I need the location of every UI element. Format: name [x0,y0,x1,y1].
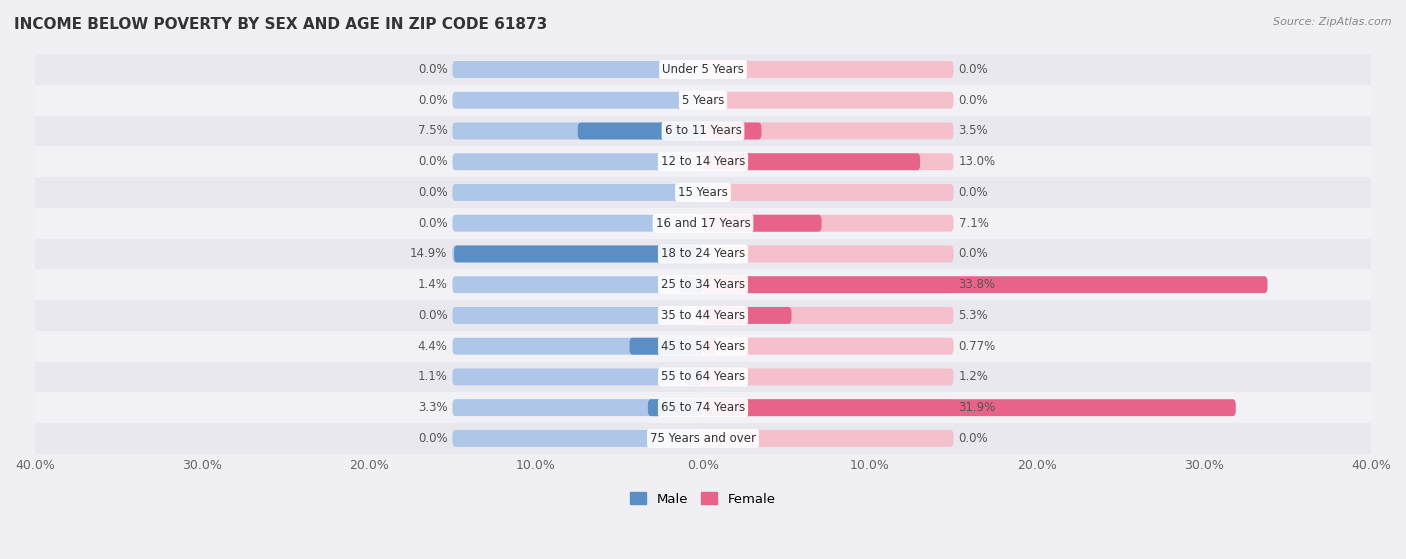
Bar [35,423,1371,454]
FancyBboxPatch shape [578,122,703,139]
FancyBboxPatch shape [703,430,953,447]
Text: 4.4%: 4.4% [418,340,447,353]
Text: 0.0%: 0.0% [418,432,447,445]
FancyBboxPatch shape [703,307,792,324]
FancyBboxPatch shape [648,399,703,416]
Text: 45 to 54 Years: 45 to 54 Years [661,340,745,353]
FancyBboxPatch shape [454,245,703,262]
FancyBboxPatch shape [703,338,716,354]
Text: 0.0%: 0.0% [959,186,988,199]
Text: 1.2%: 1.2% [959,371,988,383]
FancyBboxPatch shape [453,215,703,231]
Text: 7.5%: 7.5% [418,125,447,138]
FancyBboxPatch shape [703,61,953,78]
Text: 1.4%: 1.4% [418,278,447,291]
Bar [35,239,1371,269]
FancyBboxPatch shape [453,399,703,416]
FancyBboxPatch shape [703,245,953,262]
Text: 3.3%: 3.3% [418,401,447,414]
Text: 0.0%: 0.0% [959,432,988,445]
Bar [35,269,1371,300]
Bar [35,362,1371,392]
Text: 35 to 44 Years: 35 to 44 Years [661,309,745,322]
FancyBboxPatch shape [453,61,703,78]
Text: INCOME BELOW POVERTY BY SEX AND AGE IN ZIP CODE 61873: INCOME BELOW POVERTY BY SEX AND AGE IN Z… [14,17,547,32]
Text: 0.0%: 0.0% [418,94,447,107]
FancyBboxPatch shape [630,338,703,354]
Text: 0.0%: 0.0% [418,63,447,76]
Text: 0.0%: 0.0% [418,155,447,168]
FancyBboxPatch shape [703,399,1236,416]
Bar [35,85,1371,116]
FancyBboxPatch shape [703,307,953,324]
Text: 12 to 14 Years: 12 to 14 Years [661,155,745,168]
Bar [35,331,1371,362]
Text: 5.3%: 5.3% [959,309,988,322]
FancyBboxPatch shape [703,153,920,170]
Text: 14.9%: 14.9% [411,248,447,260]
FancyBboxPatch shape [703,122,762,139]
Bar [35,116,1371,146]
Text: 7.1%: 7.1% [959,217,988,230]
FancyBboxPatch shape [703,368,953,385]
FancyBboxPatch shape [703,338,953,354]
Text: 18 to 24 Years: 18 to 24 Years [661,248,745,260]
Text: 0.0%: 0.0% [959,248,988,260]
Text: 0.0%: 0.0% [959,94,988,107]
FancyBboxPatch shape [703,368,723,385]
FancyBboxPatch shape [453,122,703,139]
Text: 0.0%: 0.0% [959,63,988,76]
Text: Under 5 Years: Under 5 Years [662,63,744,76]
FancyBboxPatch shape [453,307,703,324]
FancyBboxPatch shape [703,122,953,139]
Bar [35,208,1371,239]
Legend: Male, Female: Male, Female [626,487,780,511]
FancyBboxPatch shape [703,276,953,293]
FancyBboxPatch shape [703,215,953,231]
Text: 5 Years: 5 Years [682,94,724,107]
FancyBboxPatch shape [453,153,703,170]
FancyBboxPatch shape [703,153,953,170]
Bar [35,177,1371,208]
Text: 25 to 34 Years: 25 to 34 Years [661,278,745,291]
Bar [35,392,1371,423]
Text: 1.1%: 1.1% [418,371,447,383]
Text: 3.5%: 3.5% [959,125,988,138]
FancyBboxPatch shape [685,368,703,385]
Text: 0.0%: 0.0% [418,309,447,322]
FancyBboxPatch shape [453,276,703,293]
FancyBboxPatch shape [453,430,703,447]
FancyBboxPatch shape [453,184,703,201]
FancyBboxPatch shape [703,184,953,201]
Bar [35,300,1371,331]
Text: Source: ZipAtlas.com: Source: ZipAtlas.com [1274,17,1392,27]
Text: 75 Years and over: 75 Years and over [650,432,756,445]
Bar [35,146,1371,177]
FancyBboxPatch shape [453,245,703,262]
Text: 55 to 64 Years: 55 to 64 Years [661,371,745,383]
Text: 13.0%: 13.0% [959,155,995,168]
Text: 6 to 11 Years: 6 to 11 Years [665,125,741,138]
FancyBboxPatch shape [679,276,703,293]
FancyBboxPatch shape [703,92,953,108]
FancyBboxPatch shape [453,338,703,354]
FancyBboxPatch shape [703,399,953,416]
Text: 31.9%: 31.9% [959,401,995,414]
FancyBboxPatch shape [453,92,703,108]
FancyBboxPatch shape [703,276,1268,293]
Text: 65 to 74 Years: 65 to 74 Years [661,401,745,414]
Text: 16 and 17 Years: 16 and 17 Years [655,217,751,230]
FancyBboxPatch shape [703,215,821,231]
Text: 15 Years: 15 Years [678,186,728,199]
Bar [35,54,1371,85]
Text: 0.0%: 0.0% [418,186,447,199]
Text: 0.77%: 0.77% [959,340,995,353]
FancyBboxPatch shape [453,368,703,385]
Text: 0.0%: 0.0% [418,217,447,230]
Text: 33.8%: 33.8% [959,278,995,291]
